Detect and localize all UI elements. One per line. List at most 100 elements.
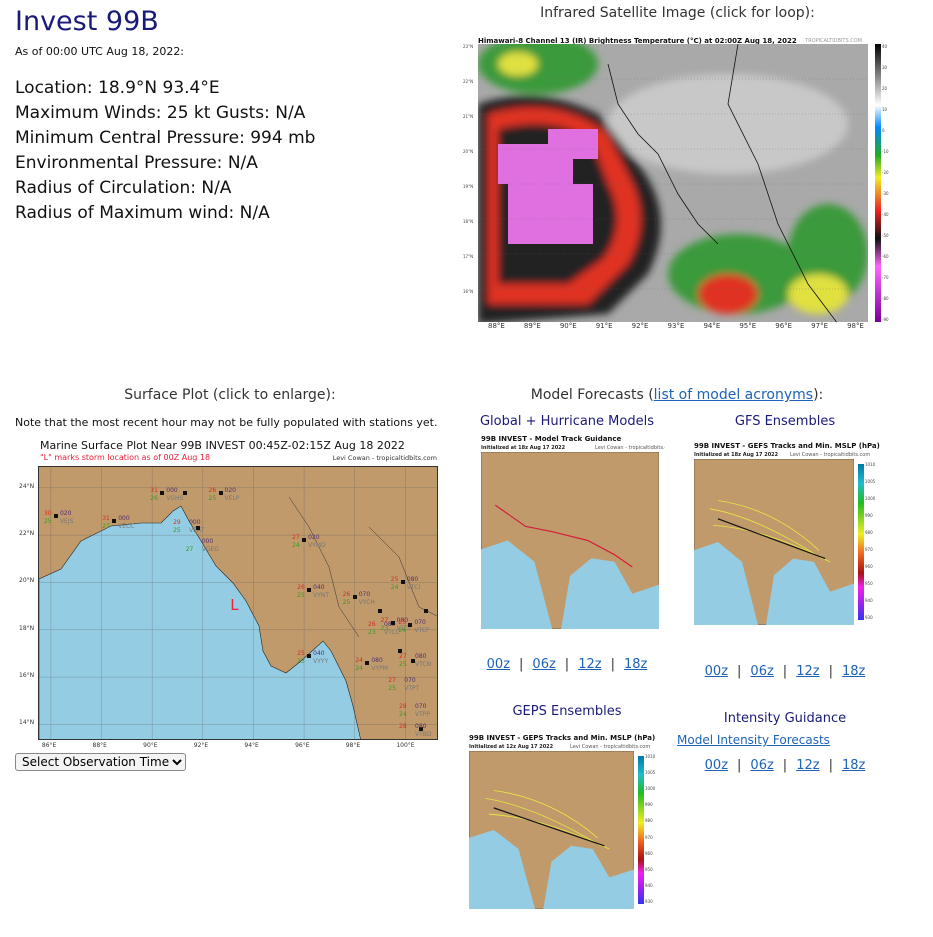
- intensity-06z-link[interactable]: 06z: [750, 758, 774, 773]
- min-pressure: Minimum Central Pressure: 994 mb: [15, 128, 316, 148]
- lon-tick-label: 88°E: [92, 742, 107, 749]
- station-dewpoint: 23: [297, 657, 305, 665]
- gfs-00z-link[interactable]: 00z: [704, 664, 729, 679]
- station-pressure: 020: [224, 486, 236, 494]
- global-12z-link[interactable]: 12z: [578, 657, 602, 672]
- surface-map: 30 020 25 VEJS 31 000 27 VECC 31 000 26 …: [38, 466, 438, 740]
- geps-ensembles-image[interactable]: 99B INVEST - GEPS Tracks and Min. MSLP (…: [465, 732, 660, 920]
- lat-tick-label: 18°N: [19, 624, 35, 632]
- ensemble-mean-track: [717, 518, 826, 560]
- satellite-credit: TROPICALTIDBITS.COM: [805, 38, 862, 44]
- station-temp: 30: [43, 510, 52, 518]
- station-temp: 29: [173, 518, 181, 526]
- model-map: [694, 459, 854, 625]
- global-06z-link[interactable]: 06z: [532, 657, 556, 672]
- station-id: VYNT: [313, 591, 330, 599]
- model-acronyms-link[interactable]: list of model acronyms: [653, 387, 814, 403]
- surface-plot-image[interactable]: Marine Surface Plot Near 99B INVEST 00:4…: [15, 438, 445, 750]
- station-pressure: 020: [59, 510, 72, 518]
- station-dewpoint: 27: [185, 546, 194, 554]
- station-dewpoint: 24: [398, 627, 407, 635]
- station-dot: [195, 526, 200, 531]
- geps-ensembles-heading: GEPS Ensembles: [512, 704, 622, 719]
- observation-time-select[interactable]: Select Observation Time...: [15, 753, 186, 771]
- station-id: VYMD: [308, 541, 326, 549]
- station-dot: [183, 490, 188, 495]
- station-temp: 26: [297, 583, 305, 591]
- storm-title: Invest 99B: [15, 6, 159, 37]
- sat-lon-ticks: 88°E 89°E 90°E 91°E 92°E 93°E 94°E 95°E 96°E 97°E…: [488, 322, 864, 330]
- storm-location-marker: L: [230, 596, 239, 615]
- model-init-time: Initialized at 18z Aug 17 2022: [481, 445, 566, 451]
- lon-tick-label: 94°E: [244, 742, 259, 749]
- station-dewpoint: 23: [368, 628, 376, 636]
- model-credit: Levi Cowan - tropicaltidbits.com: [570, 744, 651, 750]
- intensity-12z-link[interactable]: 12z: [796, 758, 820, 773]
- gfs-run-links: 00z | 06z | 12z | 18z: [704, 664, 866, 679]
- surface-credit: Levi Cowan - tropicaltidbits.com: [332, 454, 437, 462]
- station-dewpoint: 24: [292, 541, 300, 549]
- station-dot: [352, 594, 357, 599]
- station-temp: 26: [342, 590, 351, 598]
- station-pressure: 080: [396, 616, 409, 624]
- intensity-00z-link[interactable]: 00z: [704, 758, 729, 773]
- station-temp: 31: [102, 514, 110, 522]
- station-dewpoint: 25: [342, 598, 351, 606]
- station-id: VTCI: [406, 584, 421, 592]
- station-dewpoint: 25: [297, 591, 305, 599]
- station-id: VEAT: [189, 526, 205, 534]
- intensity-run-links: 00z | 06z | 12z | 18z: [704, 758, 866, 773]
- model-credit: Levi Cowan - tropicaltidbits.com: [790, 452, 871, 458]
- station-id: VTCL: [396, 624, 412, 632]
- model-init-time: Initialized at 12z Aug 17 2022: [469, 744, 554, 750]
- sat-lat-ticks: 23°N 22°N 21°N 20°N 19°N 18°N 17°N 16°N: [463, 44, 474, 294]
- model-map: [469, 751, 634, 909]
- station-dot: [112, 518, 117, 523]
- gfs-06z-link[interactable]: 06z: [750, 664, 774, 679]
- env-pressure: Environmental Pressure: N/A: [15, 153, 258, 173]
- station-dewpoint: 25: [208, 494, 217, 502]
- station-pressure: 020: [308, 533, 320, 541]
- station-temp: 26: [368, 620, 376, 628]
- station-pressure: 040: [313, 649, 325, 657]
- station-id: VTPT: [404, 685, 420, 693]
- station-temp: 31: [150, 486, 158, 494]
- as-of-time: As of 00:00 UTC Aug 18, 2022:: [15, 45, 185, 58]
- station-dewpoint: 24: [390, 584, 399, 592]
- global-models-image[interactable]: 99B INVEST - Model Track Guidance Initia…: [477, 433, 665, 640]
- model-credit: Levi Cowan - tropicaltidbits.com: [595, 445, 665, 451]
- satellite-image[interactable]: Himawari-8 Channel 13 (IR) Brightness Te…: [462, 36, 890, 332]
- gfs-ensembles-image[interactable]: 99B INVEST - GEFS Tracks and Min. MSLP (…: [690, 440, 880, 636]
- station-pressure: 040: [313, 583, 325, 591]
- mslp-colorbar: [638, 756, 644, 904]
- global-00z-link[interactable]: 00z: [486, 657, 511, 672]
- satellite-heading: Infrared Satellite Image (click for loop…: [540, 5, 815, 21]
- station-dot: [423, 608, 428, 613]
- station-temp: 27: [292, 533, 300, 541]
- mslp-ticks: 1010 1005 1000 990 980 970 960 950 940 930: [645, 754, 656, 904]
- station-temp: 25: [390, 576, 399, 584]
- station-id: VECC: [118, 522, 135, 530]
- station-temp: 26: [208, 486, 217, 494]
- sat-colorbar: [875, 44, 881, 322]
- station-id: VYPM: [371, 664, 388, 672]
- lon-tick-label: 98°E: [345, 742, 361, 749]
- station-dot: [398, 649, 403, 654]
- model-intensity-forecasts-link[interactable]: Model Intensity Forecasts: [677, 733, 830, 747]
- station-temp: 27: [380, 616, 389, 624]
- station-dewpoint: 24: [399, 710, 407, 718]
- station-id: VYCH: [358, 598, 375, 606]
- global-18z-link[interactable]: 18z: [623, 657, 648, 672]
- surface-plot-title: Marine Surface Plot Near 99B INVEST 00:4…: [40, 439, 405, 452]
- satellite-map: [478, 44, 868, 322]
- station-temp: 28: [399, 702, 407, 710]
- gfs-18z-link[interactable]: 18z: [841, 664, 866, 679]
- intensity-18z-link[interactable]: 18z: [841, 758, 866, 773]
- station-dot: [307, 653, 312, 658]
- station-dewpoint: 25: [399, 660, 407, 668]
- gfs-12z-link[interactable]: 12z: [796, 664, 820, 679]
- station-dewpoint: 25: [388, 685, 396, 693]
- station-id: VTCN: [415, 660, 432, 668]
- station-pressure: 070: [414, 619, 426, 627]
- ensemble-mean-track: [493, 807, 605, 847]
